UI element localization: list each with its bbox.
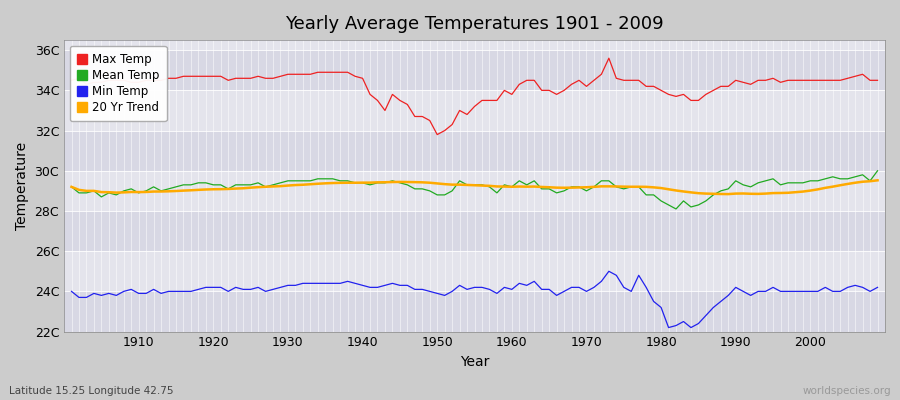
Legend: Max Temp, Mean Temp, Min Temp, 20 Yr Trend: Max Temp, Mean Temp, Min Temp, 20 Yr Tre… — [70, 46, 166, 121]
X-axis label: Year: Year — [460, 355, 490, 369]
Bar — [64, 171, 885, 211]
Text: worldspecies.org: worldspecies.org — [803, 386, 891, 396]
Bar — [64, 90, 885, 130]
Bar — [64, 211, 885, 251]
Title: Yearly Average Temperatures 1901 - 2009: Yearly Average Temperatures 1901 - 2009 — [285, 15, 664, 33]
Y-axis label: Temperature: Temperature — [15, 142, 29, 230]
Bar — [64, 251, 885, 291]
Bar — [64, 130, 885, 171]
Text: Latitude 15.25 Longitude 42.75: Latitude 15.25 Longitude 42.75 — [9, 386, 174, 396]
Bar — [64, 291, 885, 332]
Bar — [64, 50, 885, 90]
